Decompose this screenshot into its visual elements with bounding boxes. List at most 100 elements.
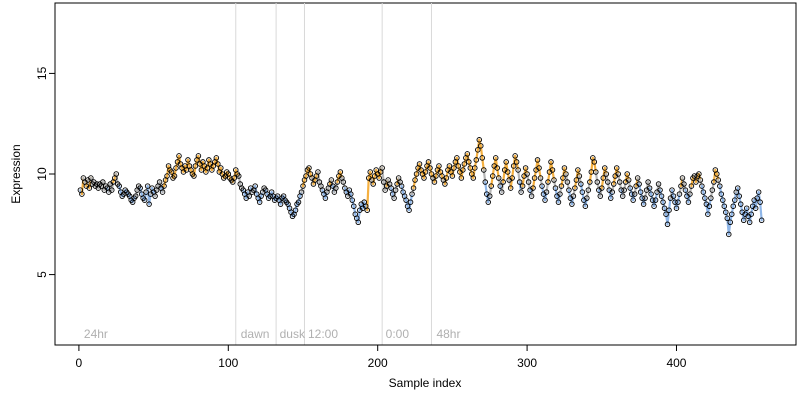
data-point: [682, 187, 689, 193]
data-point: [144, 183, 151, 189]
data-point: [691, 173, 698, 179]
data-point: [464, 151, 471, 157]
time-annotation-label: dusk: [280, 327, 306, 341]
data-point: [460, 167, 466, 173]
data-point: [566, 187, 572, 193]
trend-segment: [530, 186, 535, 198]
data-point: [367, 169, 373, 175]
trend-segment: [588, 170, 593, 184]
data-point: [88, 175, 94, 181]
data-point: [168, 169, 175, 175]
data-point: [525, 179, 532, 185]
trend-segment: [494, 156, 499, 170]
data-point: [340, 179, 347, 185]
trend-segment: [579, 182, 584, 194]
data-point: [213, 155, 220, 161]
data-point: [720, 197, 726, 203]
data-point: [748, 211, 754, 217]
trend-segment: [654, 191, 659, 202]
trend-segment: [192, 164, 197, 178]
trend-segment: [567, 188, 572, 200]
data-point: [651, 203, 657, 209]
trend-segment: [676, 193, 681, 204]
trend-segment: [718, 184, 723, 196]
time-annotation-label: 24hr: [84, 327, 108, 341]
data-point: [388, 185, 394, 191]
data-point: [655, 181, 662, 187]
data-point: [740, 217, 747, 224]
data-point: [403, 197, 409, 203]
data-point: [152, 193, 158, 199]
data-point: [218, 165, 224, 171]
trend-segment: [110, 180, 115, 192]
data-point: [727, 219, 734, 226]
data-point: [615, 171, 621, 177]
trend-segment: [706, 205, 711, 216]
data-point: [603, 171, 610, 177]
data-point: [413, 171, 420, 177]
data-point: [370, 181, 376, 187]
data-point: [431, 179, 438, 185]
data-point: [758, 217, 765, 224]
trend-segment: [638, 182, 642, 194]
data-point: [557, 191, 563, 197]
data-point: [455, 163, 462, 169]
data-point: [666, 207, 672, 213]
data-point: [192, 163, 199, 169]
data-point: [398, 183, 405, 189]
data-point: [524, 171, 530, 177]
data-point: [548, 159, 554, 165]
trend-segment: [545, 180, 550, 194]
data-point: [715, 177, 722, 183]
data-point: [563, 171, 569, 177]
trend-segment: [531, 176, 536, 190]
data-point: [587, 179, 593, 185]
time-annotation-label: 12:00: [308, 327, 338, 341]
data-point: [495, 175, 502, 181]
trend-segment: [491, 164, 496, 178]
data-point: [661, 205, 668, 211]
data-point: [755, 189, 762, 195]
x-axis-title: Sample index: [389, 376, 462, 390]
data-point: [645, 179, 651, 185]
data-point: [351, 203, 357, 209]
data-point: [519, 183, 526, 189]
data-point: [621, 187, 627, 193]
trend-segment: [557, 193, 562, 204]
data-point: [569, 201, 575, 207]
trend-segment: [593, 160, 597, 174]
data-point: [191, 173, 197, 179]
data-point: [425, 159, 432, 165]
trend-segment: [594, 170, 599, 184]
data-point: [100, 179, 106, 185]
data-point: [639, 195, 645, 201]
data-point: [113, 171, 120, 177]
data-point: [478, 143, 484, 149]
trend-segment: [505, 160, 509, 174]
data-point: [575, 167, 581, 173]
data-point: [737, 201, 744, 207]
trend-segment: [606, 180, 611, 192]
trend-segment: [581, 191, 585, 202]
data-point: [204, 165, 211, 171]
data-point: [252, 183, 258, 189]
data-point: [613, 165, 620, 171]
trend-segment: [533, 168, 538, 180]
data-point: [717, 183, 723, 189]
data-point: [410, 185, 417, 191]
data-point: [479, 155, 486, 161]
data-point: [109, 187, 115, 193]
data-point: [407, 199, 414, 205]
data-point: [561, 165, 568, 171]
trend-segment: [759, 201, 763, 222]
data-point: [416, 161, 423, 167]
data-point: [709, 187, 716, 193]
trend-segment: [618, 180, 623, 192]
data-point: [642, 195, 648, 201]
data-point: [334, 179, 341, 185]
data-point: [630, 197, 636, 203]
data-point: [159, 189, 166, 195]
trend-segment: [540, 184, 545, 196]
data-point: [470, 175, 477, 181]
trend-segment: [552, 178, 557, 190]
